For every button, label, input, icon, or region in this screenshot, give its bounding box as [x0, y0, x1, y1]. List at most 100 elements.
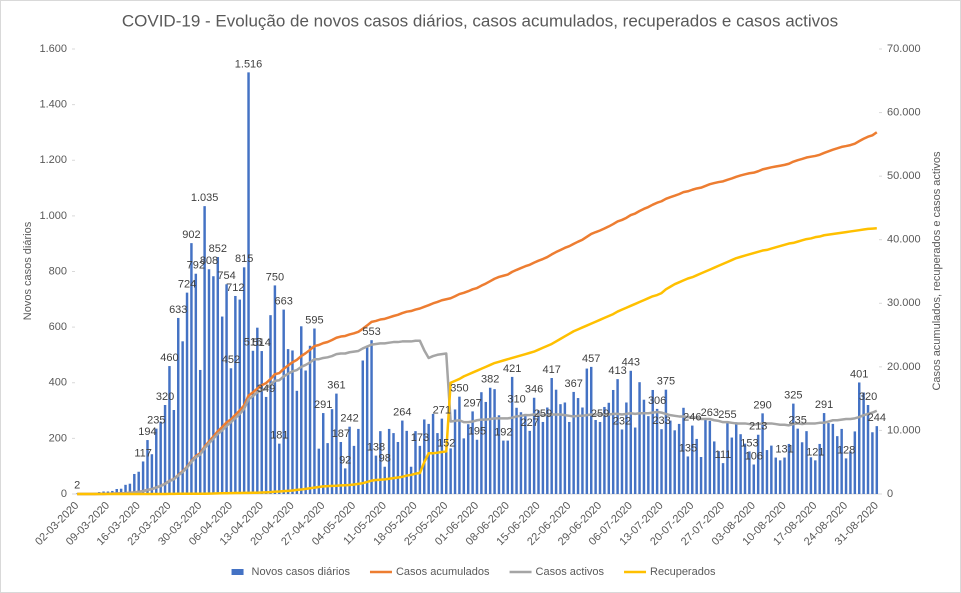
data-label: 117 — [134, 447, 152, 459]
line — [77, 131, 878, 496]
bar — [510, 376, 514, 494]
data-label: 852 — [209, 243, 227, 255]
data-label: 135 — [679, 442, 697, 454]
bar — [229, 368, 233, 494]
data-label: 291 — [314, 399, 332, 411]
data-label: 235 — [147, 415, 165, 427]
data-label: 633 — [169, 304, 187, 316]
bar — [778, 460, 782, 494]
bar — [721, 463, 725, 494]
data-label: 173 — [411, 432, 429, 444]
bar — [278, 443, 281, 494]
data-label: 244 — [868, 412, 886, 424]
bar — [141, 461, 145, 494]
data-label: 515 — [244, 337, 262, 349]
data-label: 1.516 — [235, 58, 263, 70]
bar — [155, 428, 158, 494]
y-axis-title: Novos casos diários — [22, 221, 34, 320]
bar — [264, 396, 268, 494]
bar — [488, 387, 492, 494]
data-label: 663 — [275, 296, 293, 308]
bar — [866, 405, 870, 494]
bar — [546, 407, 549, 494]
bar — [717, 451, 720, 494]
bar — [581, 407, 584, 494]
bar — [260, 351, 263, 494]
bar — [436, 433, 439, 494]
data-label: 325 — [784, 390, 802, 402]
bar — [321, 413, 325, 494]
data-label: 457 — [582, 353, 600, 365]
y2-tick-label: 10.000 — [887, 424, 921, 436]
bar — [220, 316, 224, 494]
bar — [190, 243, 193, 494]
bar — [343, 468, 347, 494]
bar — [374, 455, 378, 494]
bar — [466, 424, 470, 494]
bar — [273, 285, 277, 494]
data-label: 106 — [745, 450, 763, 462]
bar — [405, 430, 408, 494]
bar — [585, 368, 589, 494]
bar — [748, 451, 751, 494]
bar — [352, 445, 356, 494]
chart-title: COVID-19 - Evolução de novos casos diári… — [122, 11, 838, 30]
bar — [616, 379, 619, 494]
data-label: 367 — [564, 378, 582, 390]
data-label: 246 — [683, 411, 701, 423]
bar — [603, 406, 606, 494]
bar — [238, 299, 241, 494]
bar — [471, 411, 474, 494]
legend-label: Casos acumulados — [396, 566, 490, 578]
data-label: 181 — [270, 430, 288, 442]
bar — [655, 408, 659, 494]
y-tick-label: 800 — [49, 265, 67, 277]
bar — [743, 443, 747, 494]
bar — [475, 439, 479, 494]
bar — [212, 276, 215, 494]
data-label: 259 — [534, 408, 552, 420]
bar — [370, 340, 373, 494]
data-label: 452 — [222, 354, 240, 366]
bar — [300, 326, 303, 494]
bar — [387, 428, 391, 494]
data-label: 153 — [740, 437, 758, 449]
legend-swatch — [231, 569, 244, 575]
bar — [194, 273, 198, 494]
bar — [836, 436, 839, 494]
bar — [568, 421, 571, 494]
bar — [853, 431, 857, 494]
bar — [537, 410, 540, 494]
y2-tick-label: 50.000 — [887, 170, 921, 182]
data-label: 595 — [305, 314, 323, 326]
bar — [462, 438, 466, 494]
data-label: 152 — [437, 438, 455, 450]
data-label: 192 — [494, 427, 512, 439]
bar — [304, 370, 307, 494]
bar — [502, 440, 505, 494]
bar — [669, 420, 672, 494]
bar — [159, 421, 162, 494]
data-label: 128 — [837, 444, 855, 456]
bar — [699, 457, 703, 494]
bar — [453, 409, 457, 494]
data-label: 227 — [521, 417, 539, 429]
line — [77, 227, 877, 496]
bar — [660, 429, 663, 494]
data-label: 255 — [718, 409, 736, 421]
data-label: 290 — [753, 399, 771, 411]
bar — [414, 431, 417, 494]
bar — [203, 206, 206, 494]
bar — [871, 432, 874, 494]
bar — [756, 434, 760, 494]
legend-label: Casos activos — [536, 566, 605, 578]
bar — [308, 345, 312, 494]
bar — [282, 309, 285, 494]
bar — [75, 493, 79, 494]
data-label: 320 — [859, 391, 877, 403]
bar — [392, 433, 395, 494]
bar — [168, 366, 171, 494]
bar — [691, 425, 694, 494]
bar — [576, 398, 580, 494]
